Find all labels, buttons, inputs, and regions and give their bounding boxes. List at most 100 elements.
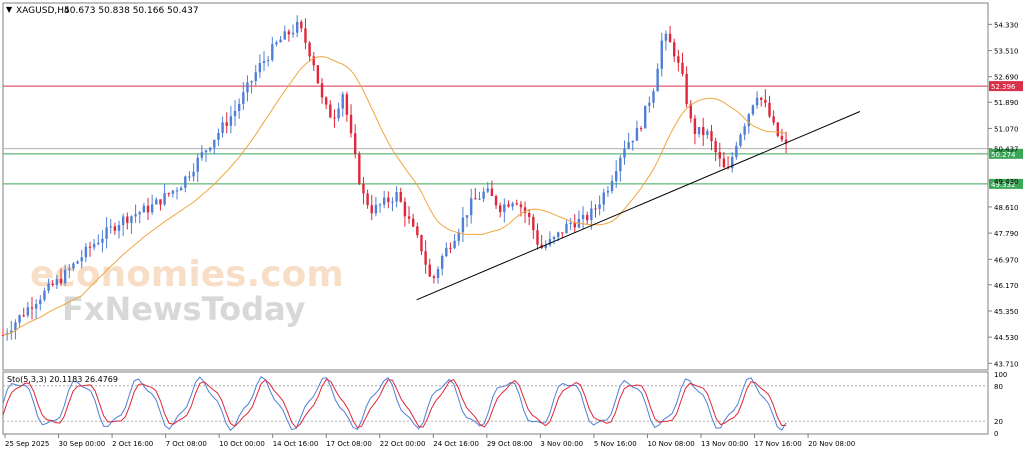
candle-body bbox=[167, 193, 170, 195]
candle-body bbox=[648, 102, 651, 106]
stoch-main-line bbox=[2, 376, 787, 432]
time-tick-label: 30 Sep 00:00 bbox=[59, 440, 106, 448]
candle-body bbox=[97, 242, 100, 244]
candle-body bbox=[51, 283, 54, 286]
candle-body bbox=[287, 31, 291, 35]
dropdown-triangle-icon[interactable]: ▼ bbox=[6, 5, 13, 14]
candle-body bbox=[250, 81, 253, 83]
candle-body bbox=[784, 139, 788, 144]
time-tick-label: 14 Oct 16:00 bbox=[273, 440, 319, 448]
candle-body bbox=[623, 148, 626, 158]
candle-body bbox=[225, 122, 228, 126]
candle-body bbox=[664, 33, 668, 41]
candle-body bbox=[631, 140, 634, 143]
candle-body bbox=[316, 65, 320, 84]
candle-body bbox=[126, 216, 129, 223]
time-tick-label: 25 Sep 2025 bbox=[5, 440, 49, 448]
candle-body bbox=[271, 44, 274, 61]
candle-body bbox=[262, 61, 266, 64]
candle-body bbox=[420, 235, 423, 252]
stoch-level-label: 20 bbox=[994, 418, 1003, 426]
time-tick-label: 7 Oct 08:00 bbox=[166, 440, 207, 448]
candle-body bbox=[320, 83, 324, 98]
candle-body bbox=[590, 208, 593, 221]
candle-body bbox=[755, 97, 759, 106]
candle-body bbox=[358, 153, 361, 184]
candle-body bbox=[598, 204, 601, 209]
candle-body bbox=[416, 226, 419, 236]
candle-body bbox=[204, 150, 208, 153]
candle-body bbox=[208, 147, 212, 151]
candle-body bbox=[436, 268, 440, 278]
candle-body bbox=[615, 171, 618, 181]
indicator-label: Sto(5,3,3) 20.1183 26.4769 bbox=[7, 375, 118, 384]
candle-body bbox=[237, 103, 241, 111]
candle-body bbox=[735, 145, 738, 158]
price-tick-label: 46.170 bbox=[994, 282, 1019, 290]
candle-body bbox=[639, 128, 643, 130]
candle-body bbox=[760, 97, 763, 100]
candle-body bbox=[445, 247, 448, 257]
candle-body bbox=[689, 103, 692, 119]
candle-body bbox=[196, 157, 199, 172]
candle-body bbox=[324, 97, 328, 105]
candle-body bbox=[399, 192, 402, 202]
candle-body bbox=[511, 203, 514, 207]
candle-body bbox=[229, 116, 233, 126]
symbol-label: XAGUSD,H4 bbox=[16, 6, 70, 16]
candle-body bbox=[565, 223, 568, 234]
candle-body bbox=[366, 193, 369, 206]
candle-body bbox=[382, 197, 386, 205]
candle-body bbox=[561, 232, 564, 234]
candle-body bbox=[461, 217, 465, 233]
candle-body bbox=[387, 197, 390, 202]
candle-body bbox=[101, 238, 104, 243]
candle-body bbox=[581, 215, 585, 219]
watermark: economies.com FxNewsToday bbox=[30, 254, 344, 328]
candle-body bbox=[602, 192, 605, 205]
candle-body bbox=[155, 199, 158, 205]
candle-body bbox=[453, 240, 456, 249]
candle-body bbox=[200, 152, 204, 158]
candle-body bbox=[300, 21, 303, 29]
candle-body bbox=[498, 205, 502, 212]
price-tick-label: 50.437 bbox=[994, 146, 1019, 154]
candle-body bbox=[258, 63, 262, 73]
candle-body bbox=[14, 322, 17, 331]
candle-body bbox=[474, 198, 477, 200]
candle-body bbox=[221, 122, 224, 133]
candle-body bbox=[751, 105, 755, 115]
candle-body bbox=[610, 180, 614, 191]
candle-body bbox=[68, 268, 71, 270]
candle-body bbox=[710, 131, 713, 142]
candle-body bbox=[482, 191, 485, 199]
time-tick-label: 3 Nov 00:00 bbox=[540, 440, 583, 448]
main-chart-frame bbox=[2, 2, 989, 371]
candle-body bbox=[606, 190, 610, 193]
candle-body bbox=[163, 193, 166, 205]
candle-body bbox=[283, 31, 286, 40]
candle-body bbox=[55, 278, 59, 286]
stoch-level-label: 80 bbox=[994, 383, 1003, 391]
candle-body bbox=[142, 205, 146, 213]
candle-body bbox=[370, 205, 373, 214]
candle-body bbox=[432, 276, 436, 278]
candle-body bbox=[660, 40, 663, 69]
time-tick-label: 17 Oct 08:00 bbox=[326, 440, 372, 448]
moving-average-line bbox=[2, 56, 787, 336]
candle-body bbox=[469, 198, 473, 216]
price-tick-label: 45.350 bbox=[994, 308, 1019, 316]
candle-body bbox=[333, 117, 336, 119]
candle-body bbox=[503, 204, 506, 212]
resistance-level-label: 52.396 bbox=[991, 83, 1016, 91]
time-tick-label: 20 Nov 08:00 bbox=[808, 440, 855, 448]
candle-body bbox=[10, 330, 13, 334]
candle-body bbox=[26, 307, 30, 316]
watermark-line2: FxNewsToday bbox=[62, 290, 306, 328]
candle-body bbox=[627, 142, 630, 149]
candle-body bbox=[573, 222, 576, 228]
time-tick-label: 22 Oct 00:00 bbox=[380, 440, 426, 448]
candle-body bbox=[341, 94, 344, 109]
